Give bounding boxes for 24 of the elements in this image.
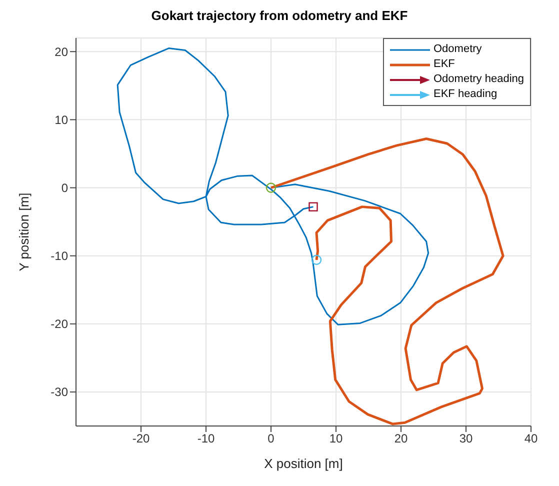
x-axis-title: X position [m]	[264, 456, 343, 471]
point	[311, 254, 322, 266]
point	[308, 202, 318, 212]
legend-label: EKF heading	[434, 87, 498, 102]
y-tick-label: 0	[61, 181, 68, 196]
x-tick-label: 40	[524, 432, 538, 446]
y-tick-label: 20	[54, 44, 68, 59]
y-tick-label: -20	[50, 317, 68, 332]
line-series	[116, 47, 430, 326]
y-tick-label: -30	[50, 385, 68, 400]
legend-label: Odometry	[434, 42, 482, 57]
x-tick-label: -10	[197, 432, 215, 446]
x-tick-label: -20	[132, 432, 150, 446]
y-tick-label: 10	[54, 112, 68, 127]
x-tick-label: 10	[329, 432, 343, 446]
chart-title: Gokart trajectory from odometry and EKF	[150, 8, 409, 25]
legend-label: EKF	[434, 57, 455, 72]
y-tick-label: -10	[50, 249, 68, 264]
point	[266, 182, 276, 193]
y-axis-title: Y position [m]	[16, 192, 32, 272]
x-tick-label: 0	[268, 432, 275, 446]
legend-label: Odometry heading	[434, 72, 524, 87]
x-tick-label: 20	[394, 432, 408, 446]
x-tick-label: 30	[459, 432, 473, 446]
